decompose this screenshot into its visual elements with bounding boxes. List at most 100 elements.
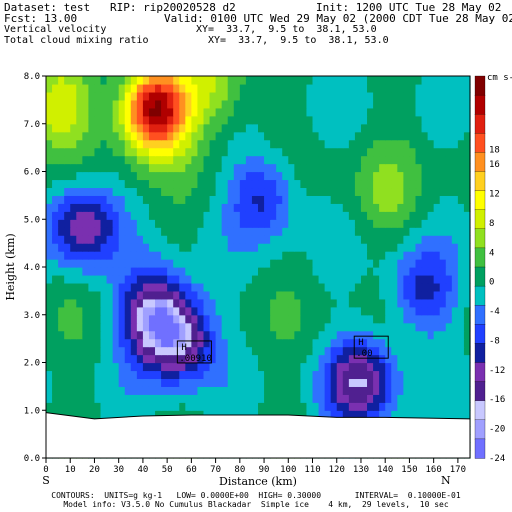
field-cell [276,123,283,133]
field-cell [94,346,102,356]
field-cell [106,338,114,348]
field-cell [221,139,229,149]
field-cell [415,155,423,165]
field-cell [324,290,332,300]
forecast-label: Fcst: [4,12,38,25]
field-cell [94,306,102,316]
x-start-label: S [42,474,50,487]
field-cell [373,290,380,300]
field-cell [233,155,241,165]
field-cell [360,306,368,316]
field-cell [233,322,241,332]
field-cell [209,99,217,109]
field-cell [463,187,471,196]
field-cell [227,370,235,380]
field-cell [360,211,368,220]
field-cell [64,163,71,173]
field-cell [215,99,223,109]
field-cell [64,155,71,165]
field-cell [324,76,332,85]
field-cell [245,179,253,189]
field-cell [88,402,96,411]
field-cell [324,402,332,411]
field-cell [373,251,380,260]
field-cell [451,402,459,411]
field-cell [179,139,186,149]
field-cell [330,370,338,380]
field-cell [106,274,114,284]
field-cell [233,259,241,268]
field-2-name: Total cloud mixing ratio [4,35,149,46]
field-cell [197,179,205,189]
field-cell [76,346,83,356]
field-cell [276,235,283,244]
field-cell [64,179,71,189]
field-cell [155,306,162,316]
field-cell [227,267,235,276]
field-cell [185,107,192,117]
field-cell [373,83,380,93]
field-cell [367,155,374,165]
field-cell [233,298,241,308]
field-cell [379,282,386,292]
field-cell [312,203,320,212]
field-cell [94,179,102,189]
field-cell [130,282,138,292]
field-cell [136,99,144,109]
colorbar-swatch [474,438,486,459]
field-cell [100,219,108,228]
field-cell [427,211,435,220]
field-cell [227,346,235,356]
field-cell [88,338,96,348]
field-cell [439,402,447,411]
field-cell [46,123,53,133]
field-cell [270,155,277,165]
field-cell [324,131,332,141]
field-cell [76,107,83,117]
field-cell [306,274,314,284]
field-cell [415,123,423,133]
field-cell [324,410,332,419]
field-cell [373,179,380,189]
field-cell [391,338,398,348]
field-cell [312,274,320,284]
field-cell [342,91,350,101]
field-cell [403,346,411,356]
field-cell [124,163,132,173]
field-cell [457,378,465,387]
field-cell [354,274,362,284]
field-cell [463,195,471,204]
field-cell [76,378,83,387]
field-cell [82,259,89,268]
field-cell [451,346,459,356]
field-cell [264,107,271,117]
field-cell [336,187,344,196]
field-cell [52,290,59,300]
field-cell [427,251,435,260]
field-cell [148,370,156,380]
field-cell [155,274,162,284]
field-cell [403,251,411,260]
field-cell [251,338,259,348]
field-cell [330,306,338,316]
field-cell [173,290,180,300]
field-cell [421,163,429,173]
field-cell [94,259,102,268]
field-cell [415,235,423,244]
field-cell [258,274,265,284]
field-cell [270,330,277,340]
field-cell [233,187,241,196]
field-cell [312,298,320,308]
field-cell [245,83,253,93]
field-cell [94,274,102,284]
field-cell [136,147,144,157]
field-cell [239,211,247,220]
field-cell [106,346,114,356]
field-cell [439,298,447,308]
field-cell [433,370,441,380]
field-cell [118,195,126,204]
field-cell [354,322,362,332]
field-cell [433,123,441,133]
field-cell [233,139,241,149]
field-cell [100,370,108,380]
